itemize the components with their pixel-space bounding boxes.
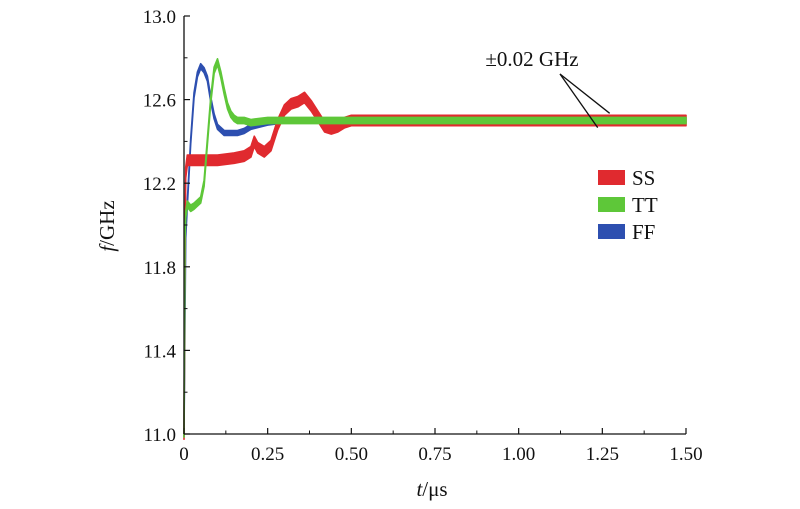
legend-swatch-ss — [598, 170, 625, 185]
x-tick-label: 0.25 — [251, 444, 284, 465]
annotation-text: ±0.02 GHz — [485, 47, 578, 71]
x-tick-label: 0.50 — [335, 444, 368, 465]
x-axis-label: t/μs — [416, 477, 447, 501]
x-tick-label: 1.25 — [586, 444, 619, 465]
y-tick-label: 13.0 — [143, 7, 176, 28]
series-ss-band — [183, 91, 687, 441]
series-tt-band — [183, 57, 687, 438]
x-tick-label: 1.00 — [502, 444, 535, 465]
annotation-pointer-upper — [559, 73, 611, 114]
annotation: ±0.02 GHz — [485, 47, 611, 129]
legend-swatch-tt — [598, 197, 625, 212]
y-tick-label: 12.2 — [143, 174, 176, 195]
legend: SS TT FF — [598, 166, 658, 244]
y-tick-label: 11.0 — [143, 425, 176, 446]
ticks-layer: 0 0.25 0.50 0.75 1.00 1.25 1.50 11.0 11.4 11.8 12.… — [143, 7, 703, 465]
y-axis-label: f/GHz — [95, 200, 119, 251]
legend-label-ff: FF — [632, 220, 655, 244]
annotation-pointer-lower — [559, 73, 599, 129]
legend-swatch-ff — [598, 224, 625, 239]
legend-label-ss: SS — [632, 166, 655, 190]
y-tick-label: 11.8 — [143, 258, 176, 279]
y-tick-label: 11.4 — [143, 341, 176, 362]
legend-label-tt: TT — [632, 193, 658, 217]
x-tick-label: 1.50 — [669, 444, 702, 465]
x-tick-label: 0 — [179, 444, 189, 465]
x-tick-label: 0.75 — [418, 444, 451, 465]
y-tick-label: 12.6 — [143, 91, 176, 112]
series-layer — [183, 57, 687, 441]
